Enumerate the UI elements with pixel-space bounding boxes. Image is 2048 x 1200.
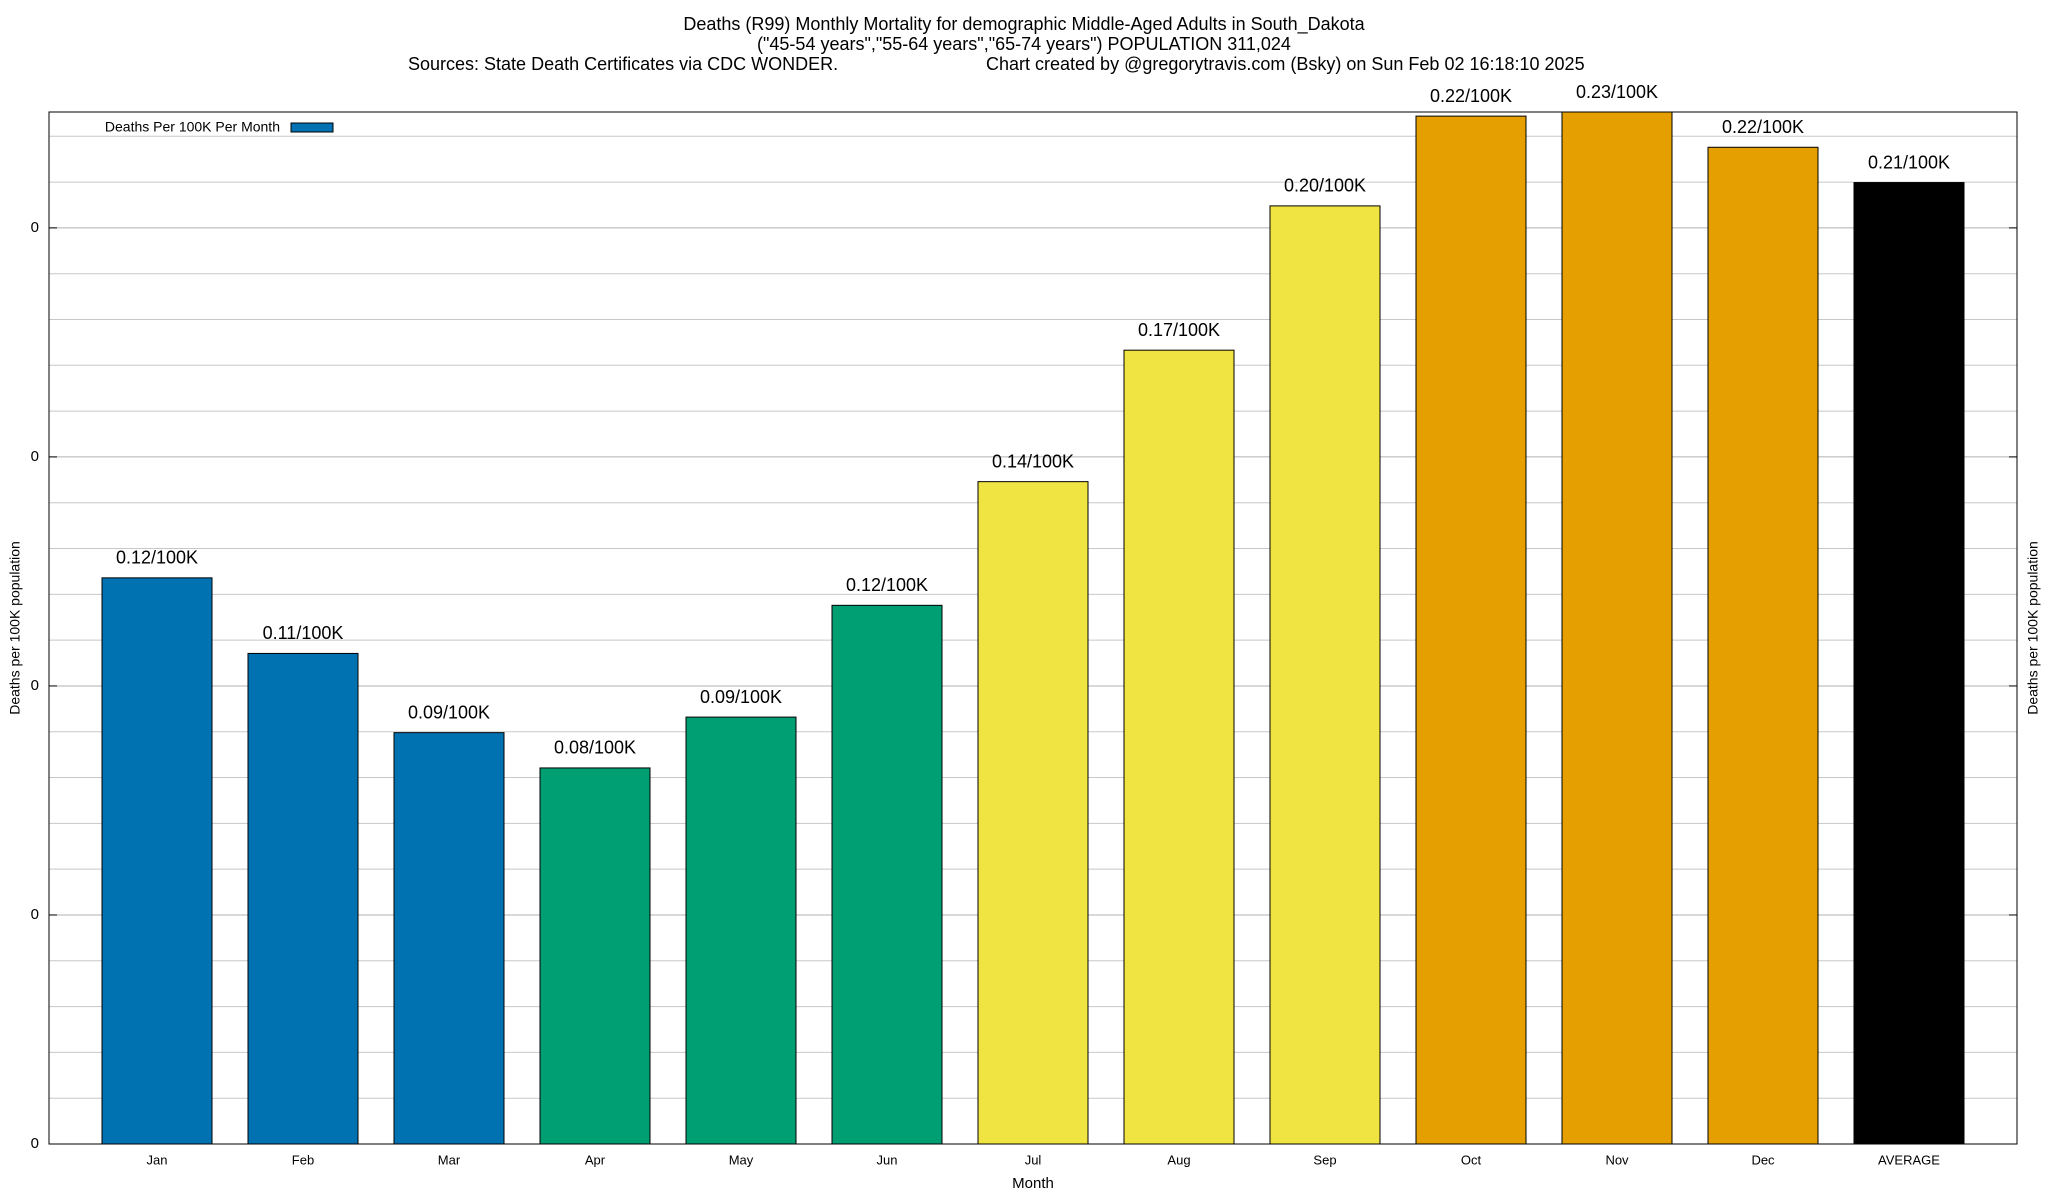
x-tick-label: Apr — [585, 1152, 606, 1167]
x-tick-label: Sep — [1313, 1152, 1336, 1167]
bar — [1269, 205, 1381, 1145]
x-tick-label: Dec — [1751, 1152, 1775, 1167]
bar — [393, 732, 505, 1145]
x-tick-label: Nov — [1605, 1152, 1629, 1167]
bar — [1123, 349, 1235, 1145]
x-tick-label: AVERAGE — [1878, 1152, 1940, 1167]
value-label: 0.09/100K — [700, 687, 782, 707]
legend-label: Deaths Per 100K Per Month — [105, 119, 280, 135]
chart-subtitle: ("45-54 years","55-64 years","65-74 year… — [757, 34, 1291, 54]
bar — [539, 767, 651, 1145]
bar — [831, 604, 943, 1145]
chart-source: Sources: State Death Certificates via CD… — [408, 54, 838, 74]
chart-credit: Chart created by @gregorytravis.com (Bsk… — [986, 54, 1585, 74]
x-tick-label: Mar — [438, 1152, 461, 1167]
bar — [685, 716, 797, 1145]
bar — [977, 481, 1089, 1145]
bar — [1561, 111, 1673, 1145]
legend-swatch — [290, 122, 334, 133]
y-tick-label: 0 — [31, 219, 39, 236]
value-label: 0.22/100K — [1722, 117, 1804, 137]
value-label: 0.11/100K — [263, 623, 344, 643]
bar — [1853, 182, 1965, 1145]
value-label: 0.09/100K — [408, 702, 490, 722]
value-label: 0.20/100K — [1284, 176, 1366, 196]
value-label: 0.23/100K — [1576, 82, 1658, 102]
chart-title: Deaths (R99) Monthly Mortality for demog… — [683, 14, 1365, 35]
value-label: 0.14/100K — [992, 451, 1074, 471]
x-tick-label: Oct — [1461, 1152, 1482, 1167]
y-tick-label: 0 — [31, 448, 39, 465]
value-label: 0.12/100K — [116, 548, 198, 568]
value-label: 0.22/100K — [1430, 86, 1512, 106]
value-label: 0.08/100K — [554, 738, 636, 758]
value-label: 0.12/100K — [846, 575, 928, 595]
x-tick-label: Feb — [292, 1152, 314, 1167]
value-label: 0.17/100K — [1138, 320, 1220, 340]
y-tick-label: 0 — [31, 906, 39, 923]
x-tick-label: Jan — [147, 1152, 168, 1167]
x-tick-label: May — [729, 1152, 754, 1167]
bar — [1707, 146, 1819, 1145]
x-tick-label: Jul — [1025, 1152, 1042, 1167]
y2-axis-label: Deaths per 100K population — [2025, 541, 2041, 715]
x-axis-label: Month — [1012, 1175, 1054, 1192]
y-tick-label: 0 — [31, 677, 39, 694]
x-tick-label: Jun — [877, 1152, 898, 1167]
x-tick-label: Aug — [1167, 1152, 1190, 1167]
y-axis-label: Deaths per 100K population — [7, 541, 23, 715]
bar — [1415, 115, 1527, 1145]
value-label: 0.21/100K — [1868, 152, 1950, 172]
bar — [101, 577, 213, 1145]
bar — [247, 652, 359, 1145]
y-tick-label: 0 — [31, 1135, 39, 1152]
